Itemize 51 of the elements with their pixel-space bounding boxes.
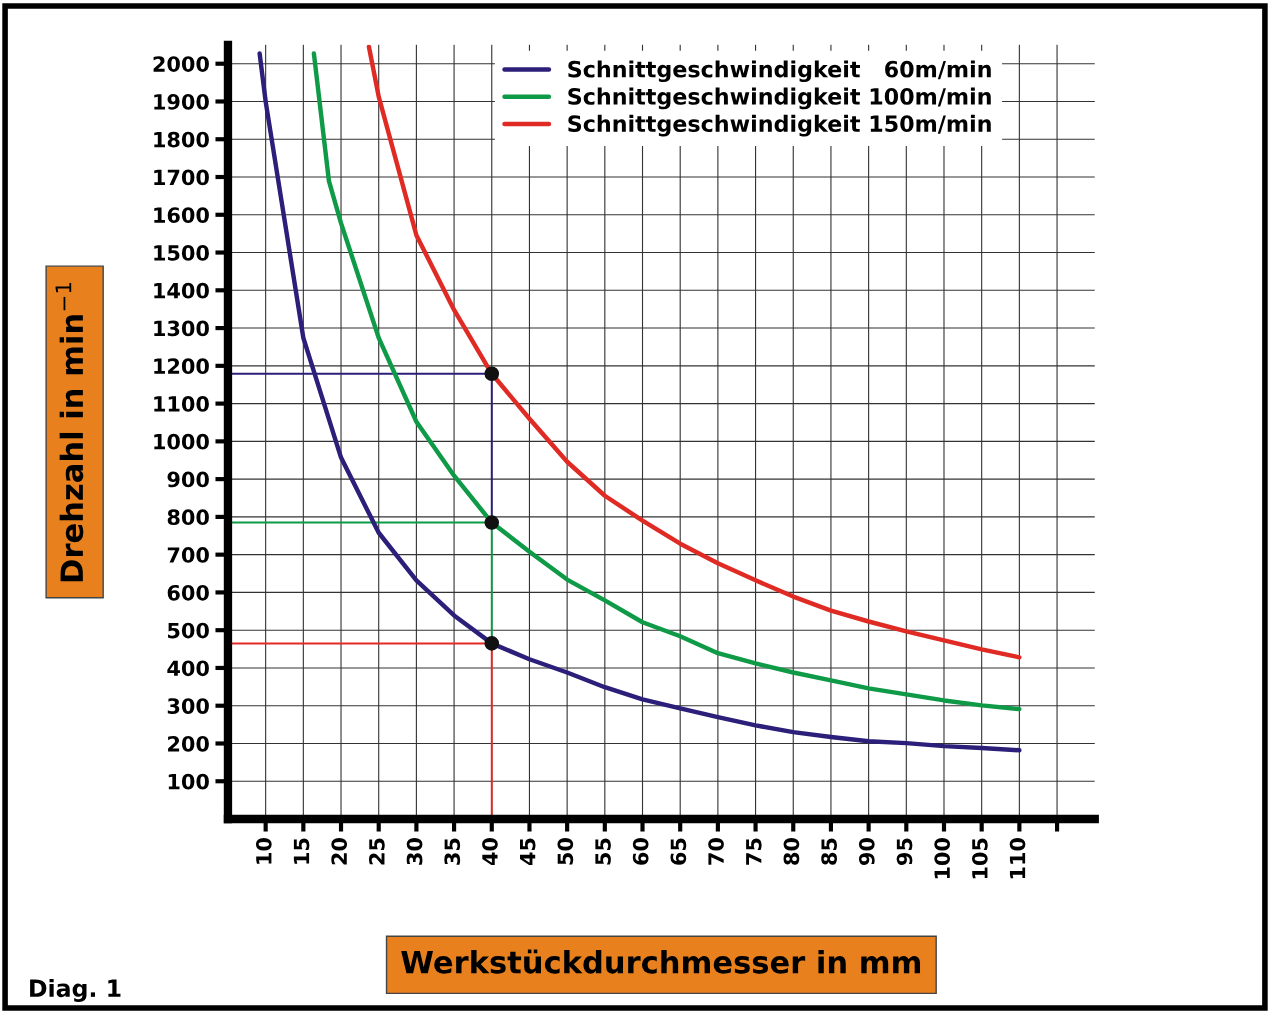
x-tick-label: 110	[1009, 838, 1026, 879]
x-tick-label: 70	[708, 838, 724, 865]
y-tick-label: 400	[167, 660, 209, 677]
y-tick-label: 100	[168, 773, 209, 790]
y-tick-label: 900	[167, 471, 209, 488]
y-tick-label: 1200	[154, 358, 209, 375]
y-tick-label: 1100	[154, 396, 209, 412]
x-tick-label: 20	[331, 838, 348, 865]
x-tick-label: 65	[670, 838, 687, 865]
x-tick-label: 45	[520, 838, 536, 866]
point	[484, 366, 500, 382]
x-tick-label: 80	[783, 838, 800, 865]
x-tick-label: 75	[746, 838, 762, 865]
x-tick-label: 15	[293, 838, 310, 864]
y-axis-title: Drehzahl in min$^{−1}$	[55, 282, 84, 582]
legend-label: Schnittgeschwindigkeit 150m/min	[568, 114, 991, 137]
y-tick-label: 300	[167, 698, 209, 714]
x-tick-label: 10	[255, 838, 272, 864]
y-tick-label: 1800	[154, 131, 209, 148]
y-tick-label: 1900	[154, 93, 209, 110]
x-tick-label: 85	[821, 838, 837, 865]
x-tick-label: 55	[595, 838, 611, 865]
y-tick-label: 1300	[154, 320, 209, 337]
y-tick-label: 1700	[154, 169, 209, 186]
legend-label: Schnittgeschwindigkeit 100m/min	[568, 87, 991, 110]
y-tick-label: 600	[167, 584, 209, 601]
y-tick-label: 500	[168, 622, 209, 639]
y-tick-label: 1500	[154, 244, 209, 261]
line-series	[366, 44, 1022, 660]
x-tick-label: 90	[858, 838, 875, 865]
y-tick-label: 1400	[154, 282, 209, 299]
x-tick-label: 95	[896, 838, 913, 865]
x-tick-label: 25	[368, 838, 385, 865]
x-tick-label: 105	[971, 838, 988, 879]
legend-label: Schnittgeschwindigkeit 60m/min	[568, 60, 991, 83]
text: Diag. 1	[30, 978, 121, 1002]
x-tick-label: 30	[406, 838, 423, 865]
x-axis-title: Werkstückdurchmesser in mm	[401, 949, 921, 974]
y-tick-label: 700	[167, 547, 209, 563]
x-tick-label: 35	[444, 838, 461, 865]
x-tick-label: 100	[934, 838, 951, 879]
point	[484, 636, 500, 651]
y-tick-label: 800	[167, 509, 209, 526]
y-tick-label: 200	[168, 735, 209, 752]
y-tick-label: 2000	[153, 56, 209, 72]
point	[484, 515, 500, 530]
y-tick-label: 1000	[154, 433, 209, 450]
x-tick-label: 60	[632, 838, 649, 865]
y-tick-label: 1600	[154, 207, 209, 223]
x-tick-label: 40	[482, 838, 498, 866]
x-tick-label: 50	[557, 838, 574, 865]
